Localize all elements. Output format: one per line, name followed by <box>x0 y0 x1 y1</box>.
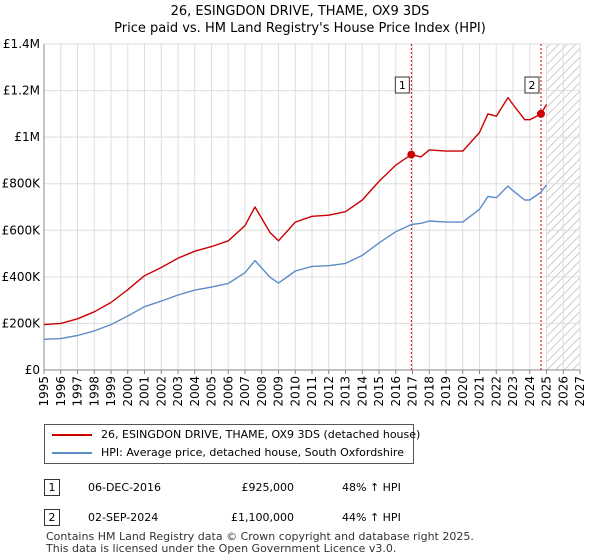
x-tick-label: 2023 <box>506 376 520 407</box>
legend-item-property: 26, ESINGDON DRIVE, THAME, OX9 3DS (deta… <box>45 427 420 443</box>
x-tick-label: 2007 <box>238 376 252 407</box>
property-price-line <box>43 96 548 326</box>
table-row: 2 02-SEP-2024 £1,100,000 44% ↑ HPI <box>44 502 401 532</box>
x-tick-label: 2006 <box>221 376 235 407</box>
x-tick-label: 2015 <box>372 376 386 407</box>
x-tick-label: 2002 <box>154 376 168 407</box>
x-tick-label: 2013 <box>339 376 353 407</box>
transactions-table: 1 06-DEC-2016 £925,000 48% ↑ HPI 2 02-SE… <box>44 472 401 532</box>
x-tick-label: 1997 <box>71 376 85 407</box>
x-tick-label: 2008 <box>255 376 269 407</box>
transaction-date: 06-DEC-2016 <box>88 480 162 494</box>
legend-swatch-hpi <box>52 452 92 454</box>
legend: 26, ESINGDON DRIVE, THAME, OX9 3DS (deta… <box>44 424 420 464</box>
x-tick-label: 2018 <box>422 376 436 407</box>
x-tick-label: 2024 <box>523 376 537 407</box>
transaction-price: £1,100,000 <box>231 510 294 524</box>
transaction-date: 02-SEP-2024 <box>88 510 159 524</box>
transaction-hpi-change: 44% ↑ HPI <box>342 510 401 524</box>
marker-label-box <box>394 76 410 94</box>
x-tick-label: 2009 <box>272 376 286 407</box>
footer-copyright: Contains HM Land Registry data © Crown c… <box>46 530 474 543</box>
x-tick-label: 2017 <box>406 376 420 407</box>
x-tick-label: 2011 <box>305 376 319 407</box>
x-tick-label: 2026 <box>556 376 570 407</box>
transaction-number-badge: 2 <box>44 508 60 526</box>
transaction-number-badge: 1 <box>44 478 60 496</box>
x-tick-label: 2022 <box>489 376 503 407</box>
x-tick-label: 2027 <box>573 376 587 407</box>
footer: Contains HM Land Registry data © Crown c… <box>46 531 474 555</box>
sale-point <box>536 109 545 118</box>
x-tick-label: 2014 <box>355 376 369 407</box>
x-tick-label: 2010 <box>288 376 302 407</box>
y-tick-label: £400K <box>2 270 42 284</box>
y-tick-label: £800K <box>2 177 42 191</box>
x-tick-label: 2021 <box>473 376 487 407</box>
legend-item-hpi: HPI: Average price, detached house, Sout… <box>45 445 413 461</box>
y-tick-label: £200K <box>2 316 42 330</box>
y-tick-label: £600K <box>2 223 42 237</box>
transaction-hpi-change: 48% ↑ HPI <box>342 480 401 494</box>
x-tick-label: 2000 <box>121 376 135 407</box>
x-tick-label: 2005 <box>205 376 219 407</box>
legend-swatch-property <box>52 434 92 436</box>
x-tick-label: 2025 <box>540 376 554 407</box>
legend-label-property: 26, ESINGDON DRIVE, THAME, OX9 3DS (deta… <box>101 428 421 441</box>
y-tick-label: £0 <box>25 363 40 377</box>
chart-subtitle: Price paid vs. HM Land Registry's House … <box>114 21 486 36</box>
table-row: 1 06-DEC-2016 £925,000 48% ↑ HPI <box>44 472 401 502</box>
marker-label: 1 <box>399 79 406 92</box>
chart-title: 26, ESINGDON DRIVE, THAME, OX9 3DS <box>170 4 430 19</box>
x-tick-label: 2003 <box>171 376 185 407</box>
marker-label-box <box>524 76 540 94</box>
hpi-line <box>43 184 548 340</box>
x-tick-label: 2004 <box>188 376 202 407</box>
footer-licence: This data is licensed under the Open Gov… <box>46 542 397 555</box>
x-tick-label: 2020 <box>456 376 470 407</box>
x-tick-label: 2019 <box>439 376 453 407</box>
x-tick-label: 1999 <box>104 376 118 407</box>
transaction-price: £925,000 <box>241 480 295 494</box>
y-tick-label: £1M <box>14 130 40 144</box>
legend-label-hpi: HPI: Average price, detached house, Sout… <box>101 446 404 459</box>
x-tick-label: 2001 <box>138 376 152 407</box>
x-tick-label: 2016 <box>389 376 403 407</box>
x-tick-label: 1995 <box>37 376 51 407</box>
x-tick-label: 1996 <box>54 376 68 407</box>
y-tick-label: £1.2M <box>3 84 40 98</box>
marker-label: 2 <box>528 79 535 92</box>
x-tick-label: 2012 <box>322 376 336 407</box>
sale-point <box>407 150 416 159</box>
y-tick-label: £1.4M <box>3 37 40 51</box>
x-tick-label: 1998 <box>87 376 101 407</box>
